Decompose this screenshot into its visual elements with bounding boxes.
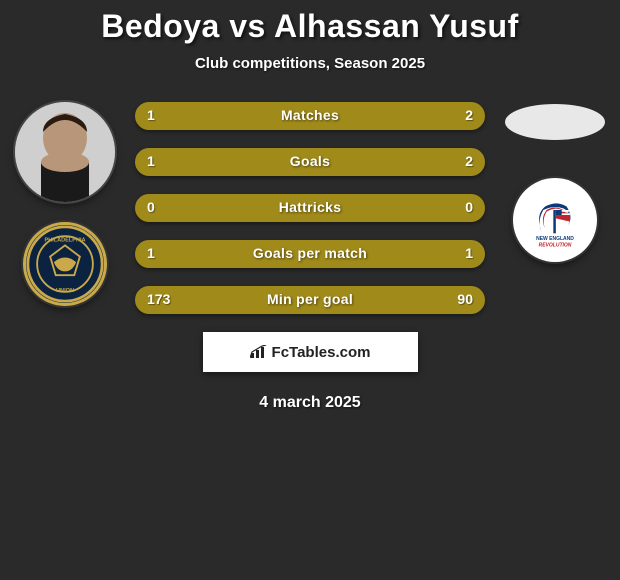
stat-label: Goals: [137, 153, 483, 169]
stat-label: Goals per match: [137, 245, 483, 261]
left-team-badge: PHILADELPHIA UNION: [23, 222, 107, 306]
shield-icon: PHILADELPHIA UNION: [26, 222, 104, 306]
right-player-column: NEW ENGLAND REVOLUTION: [500, 102, 610, 262]
brand-box: FcTables.com: [203, 332, 418, 372]
stats-area: PHILADELPHIA UNION NEW ENGLAND REVOLUTIO…: [0, 102, 620, 412]
svg-text:NEW ENGLAND: NEW ENGLAND: [536, 236, 574, 242]
flag-badge-icon: NEW ENGLAND REVOLUTION: [520, 185, 590, 255]
subtitle: Club competitions, Season 2025: [0, 55, 620, 72]
stat-right-value: 0: [465, 199, 473, 215]
stat-right-value: 90: [457, 291, 473, 307]
stat-row-goals-per-match: 1 Goals per match 1: [135, 240, 485, 268]
stat-row-min-per-goal: 173 Min per goal 90: [135, 286, 485, 314]
right-team-badge: NEW ENGLAND REVOLUTION: [513, 178, 597, 262]
brand-text: FcTables.com: [272, 344, 371, 361]
stat-right-value: 2: [465, 107, 473, 123]
person-silhouette-icon: [15, 102, 115, 202]
stat-row-hattricks: 0 Hattricks 0: [135, 194, 485, 222]
left-player-column: PHILADELPHIA UNION: [10, 102, 120, 306]
bar-chart-icon: [250, 345, 268, 359]
page-title: Bedoya vs Alhassan Yusuf: [0, 0, 620, 45]
date-text: 4 march 2025: [0, 394, 620, 412]
stat-right-value: 1: [465, 245, 473, 261]
stat-bars: 1 Matches 2 1 Goals 2 0 Hattricks 0 1 Go…: [135, 102, 485, 314]
svg-text:UNION: UNION: [56, 288, 74, 294]
stat-label: Min per goal: [137, 291, 483, 307]
left-player-avatar: [15, 102, 115, 202]
stat-label: Hattricks: [137, 199, 483, 215]
right-player-avatar-placeholder: [505, 104, 605, 140]
stat-row-goals: 1 Goals 2: [135, 148, 485, 176]
svg-text:REVOLUTION: REVOLUTION: [539, 243, 572, 249]
stat-label: Matches: [137, 107, 483, 123]
stat-right-value: 2: [465, 153, 473, 169]
svg-text:PHILADELPHIA: PHILADELPHIA: [44, 238, 85, 244]
stat-row-matches: 1 Matches 2: [135, 102, 485, 130]
